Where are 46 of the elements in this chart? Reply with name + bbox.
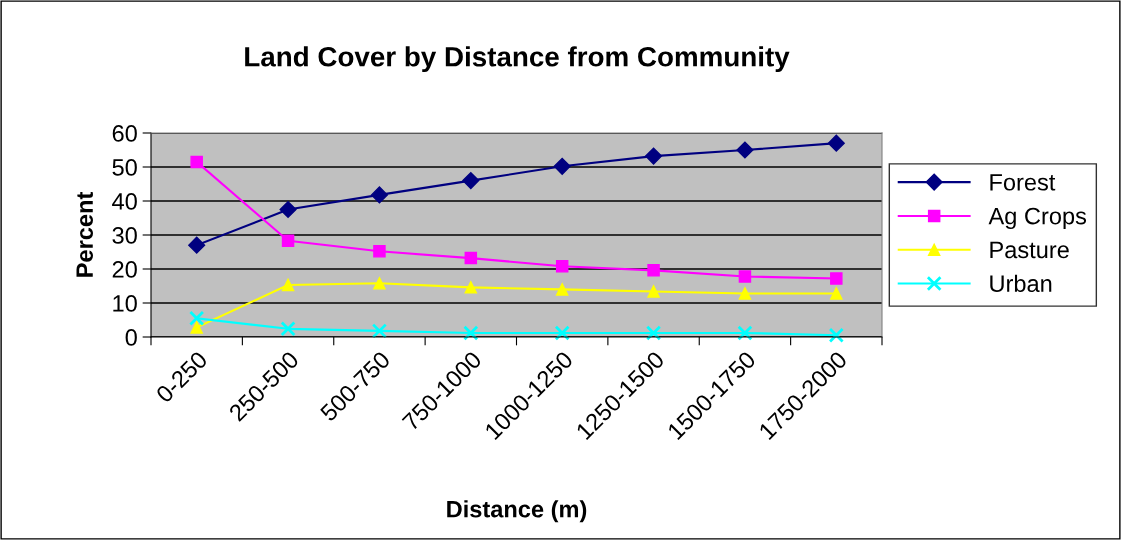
y-tick-label: 30 xyxy=(112,227,137,244)
point xyxy=(830,287,843,300)
y-tick-label: 50 xyxy=(112,159,137,176)
point xyxy=(279,200,297,219)
point xyxy=(827,134,845,152)
point xyxy=(647,264,660,277)
point xyxy=(464,281,478,294)
point xyxy=(828,327,844,343)
legend-label: Forest xyxy=(990,174,1056,191)
point xyxy=(373,245,386,258)
point xyxy=(281,278,295,292)
legend-label: Pasture xyxy=(990,241,1069,259)
point xyxy=(553,157,571,175)
point xyxy=(738,270,752,283)
point xyxy=(281,234,295,248)
point xyxy=(464,251,478,265)
y-tick-label: 60 xyxy=(112,125,137,142)
point xyxy=(280,321,296,337)
point xyxy=(189,310,205,326)
point xyxy=(645,325,662,341)
y-tick-label: 10 xyxy=(113,295,137,312)
y-tick-label: 40 xyxy=(112,193,137,210)
point xyxy=(647,285,660,298)
point xyxy=(645,147,663,165)
x-axis-title: Distance (m) xyxy=(447,500,587,523)
chart-title: Land Cover by Distance from Community xyxy=(245,46,790,73)
point xyxy=(736,141,754,159)
point xyxy=(373,277,386,290)
point xyxy=(371,323,388,339)
point xyxy=(737,325,753,341)
point xyxy=(188,236,206,254)
point xyxy=(463,325,479,341)
point xyxy=(190,321,203,334)
legend-label: Urban xyxy=(990,274,1052,293)
y-axis-title: Percent xyxy=(76,191,93,277)
point xyxy=(190,155,203,169)
point xyxy=(370,186,388,204)
point xyxy=(555,283,569,296)
point xyxy=(462,172,480,190)
y-tick-label: 0 xyxy=(125,329,137,346)
point xyxy=(555,260,569,273)
legend-label: Ag Crops xyxy=(988,207,1087,230)
point xyxy=(738,287,752,300)
point xyxy=(554,325,570,341)
y-tick-label: 20 xyxy=(112,261,137,278)
point xyxy=(830,272,843,285)
